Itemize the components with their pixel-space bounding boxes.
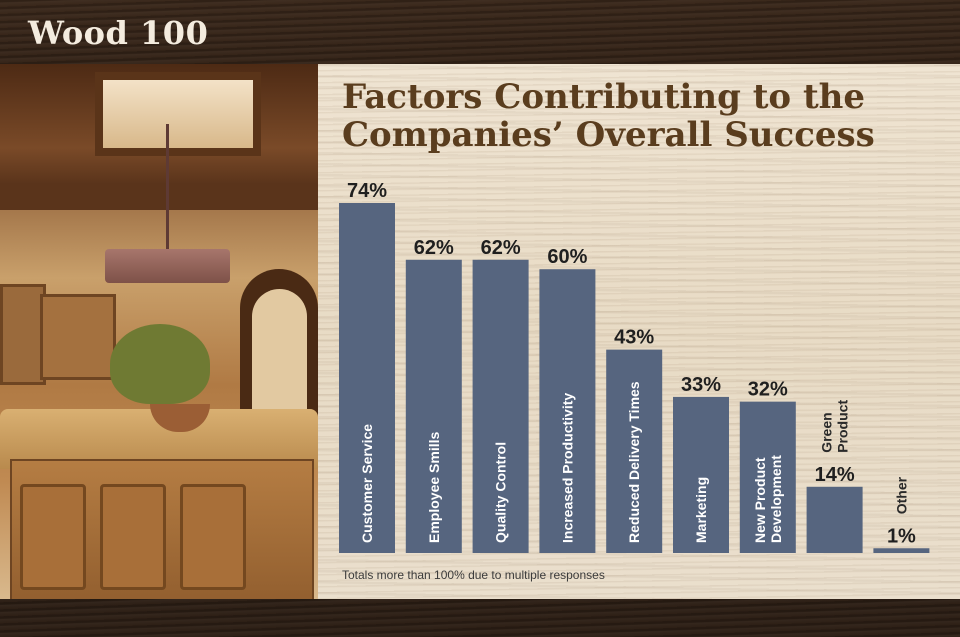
category-label-4: Reduced Delivery Times [626, 381, 642, 543]
bar-3 [539, 269, 596, 553]
bar-7 [806, 486, 863, 553]
value-label-3: 60% [547, 246, 587, 268]
value-label-2: 62% [481, 237, 521, 259]
chart-footnote: Totals more than 100% due to multiple re… [342, 568, 605, 582]
category-label-line: Increased Productivity [559, 393, 575, 543]
category-label-line: Other [893, 476, 909, 514]
value-label-1: 62% [414, 237, 454, 259]
category-label-3: Increased Productivity [559, 393, 575, 543]
category-label-line: Employee Smills [426, 432, 442, 543]
value-label-5: 33% [681, 374, 721, 396]
bar-8 [873, 548, 930, 553]
bar-2 [472, 259, 529, 553]
category-label-line: Reduced Delivery Times [626, 381, 642, 543]
category-label-6: New ProductDevelopment [752, 455, 784, 543]
category-label-0: Customer Service [359, 424, 375, 543]
bar-0 [339, 203, 395, 553]
value-label-4: 43% [614, 327, 654, 349]
bar-6 [739, 401, 796, 553]
category-label-line: Customer Service [359, 424, 375, 543]
category-label-1: Employee Smills [426, 432, 442, 543]
category-label-line: Quality Control [493, 442, 509, 543]
category-label-line: New Product [752, 457, 768, 543]
chart-title-line: Companies’ Overall Success [342, 115, 875, 155]
value-label-6: 32% [748, 379, 788, 401]
brand-logo-text: Wood 100 [28, 14, 209, 52]
bar-4 [606, 349, 663, 553]
category-label-line: Product [835, 400, 851, 453]
category-label-7: GreenProduct [819, 400, 851, 453]
kitchen-photo [0, 64, 318, 599]
category-label-line: Development [768, 455, 784, 543]
category-label-8: Other [893, 476, 909, 514]
value-label-7: 14% [815, 464, 855, 486]
category-label-line: Marketing [693, 477, 709, 543]
category-label-5: Marketing [693, 477, 709, 543]
category-label-2: Quality Control [493, 442, 509, 543]
value-label-0: 74% [347, 180, 387, 202]
value-label-8: 1% [887, 525, 916, 547]
bar-1 [405, 259, 462, 553]
bar-5 [673, 396, 729, 553]
chart-title: Factors Contributing to the Companies’ O… [342, 78, 942, 154]
category-label-line: Green [819, 412, 835, 452]
chart-title-line: Factors Contributing to the [342, 77, 865, 117]
